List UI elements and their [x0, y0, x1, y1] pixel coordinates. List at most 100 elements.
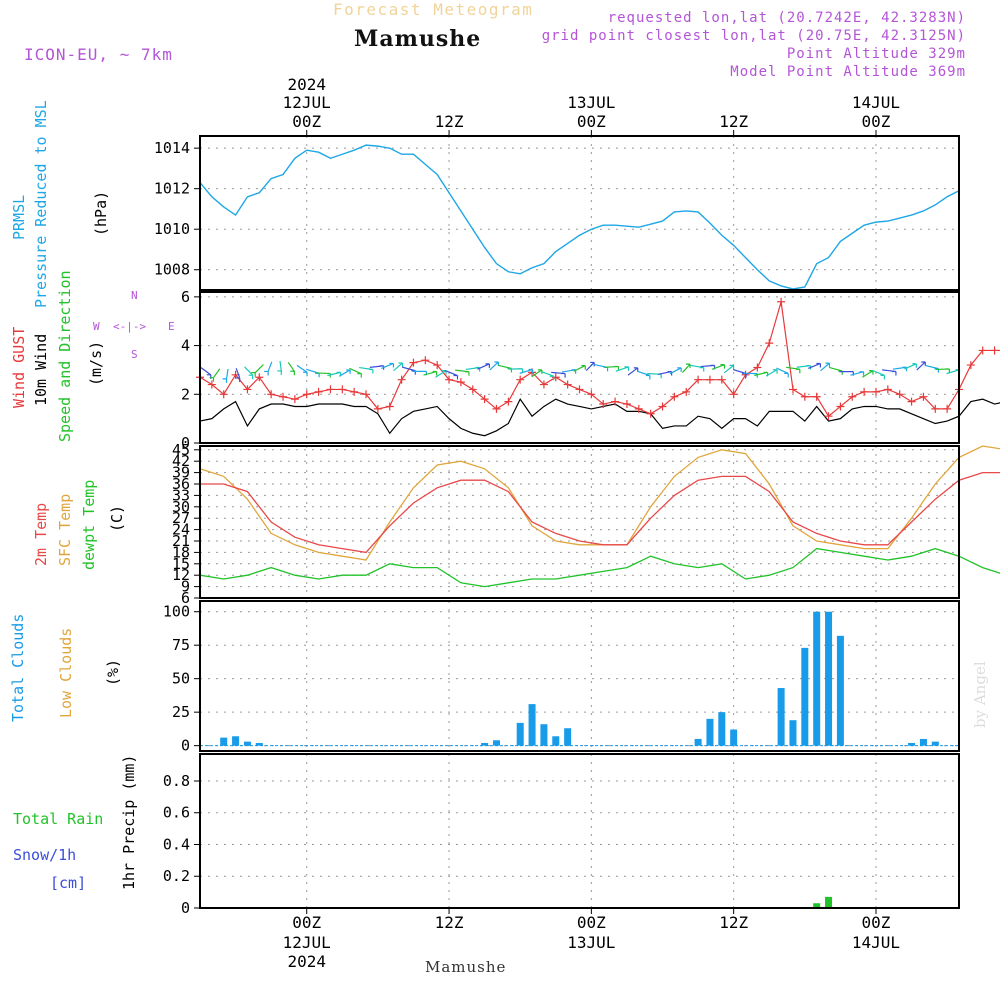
gust-marker — [492, 404, 501, 413]
gust-marker — [255, 373, 264, 382]
wind-arrow — [393, 362, 404, 372]
cloud-bar — [255, 742, 263, 746]
wind-arrow — [723, 364, 735, 374]
y-tick-label: 100 — [163, 603, 190, 621]
gust-marker — [871, 387, 880, 396]
gust-marker — [456, 378, 465, 387]
cloud-bar — [718, 712, 726, 746]
gust-marker — [670, 392, 679, 401]
wind-arrow — [776, 367, 789, 378]
gust-marker — [516, 375, 525, 384]
gust-marker — [397, 375, 406, 384]
wind-arrow — [445, 369, 459, 380]
wind-arrow — [892, 366, 908, 372]
wind-arrow — [682, 363, 691, 373]
wind-arrow — [615, 366, 630, 372]
gust-marker — [563, 380, 572, 389]
gust-marker — [587, 390, 596, 399]
wind-arrow — [359, 366, 374, 374]
x-tick-label-bottom: 12Z — [719, 913, 748, 932]
gust-marker — [658, 402, 667, 411]
cloud-bar — [492, 740, 500, 746]
y-tick-label: 9 — [181, 578, 190, 596]
wind-arrow — [669, 367, 682, 375]
x-tick-label-top: 00Z — [292, 112, 321, 131]
panel-frame — [199, 291, 960, 444]
cloud-bar — [220, 737, 228, 746]
gust-marker — [729, 390, 738, 399]
wind-arrow — [882, 369, 897, 376]
cloud-bar — [706, 718, 714, 746]
wind-arrow — [316, 372, 331, 378]
cloud-bar — [825, 611, 833, 746]
cloud-bar — [516, 722, 524, 746]
wind-arrow — [935, 368, 950, 374]
x-day-label-bottom: 13JUL — [567, 933, 615, 952]
x-tick-label-top: 00Z — [862, 112, 891, 131]
cloud-bar — [232, 736, 240, 746]
wind-arrow — [604, 365, 620, 371]
gust-marker — [551, 373, 560, 382]
chart-title: Mamushe — [354, 26, 482, 52]
wind-arrow — [637, 370, 651, 380]
panel-frame — [199, 445, 960, 599]
footer-location: Mamushe — [425, 958, 507, 976]
wind-arrow — [277, 360, 282, 375]
gust-marker — [445, 375, 454, 384]
wind-arrow — [658, 370, 673, 376]
gridpoint-coords: grid point closest lon,lat (20.75E, 42.3… — [541, 28, 966, 44]
gust-marker — [634, 404, 643, 413]
pressure-line — [199, 144, 960, 290]
x-year-label-top: 2024 — [287, 75, 326, 94]
y-tick-label: 0.4 — [163, 835, 190, 853]
compass-east: E — [168, 320, 175, 333]
gust-marker — [338, 385, 347, 394]
cm-unit: [cm] — [50, 874, 87, 892]
gust-marker — [753, 363, 762, 372]
gust-marker — [694, 375, 703, 384]
gust-marker — [279, 392, 288, 401]
gust-marker — [907, 397, 916, 406]
gust-marker — [622, 400, 631, 409]
gust-marker — [243, 385, 252, 394]
wind-arrow — [209, 368, 221, 382]
gust-marker — [468, 385, 477, 394]
model-label: ICON-EU, ~ 7km — [24, 45, 173, 64]
compass-south: S — [131, 348, 138, 361]
gust-marker — [682, 387, 691, 396]
y-tick-label: 0.6 — [163, 804, 190, 822]
wind-speed-line — [199, 397, 1000, 437]
y-tick-label: 2 — [181, 385, 190, 403]
cloud-bar — [919, 738, 927, 746]
wind-arrow — [296, 364, 308, 377]
wind-arrow — [477, 363, 490, 370]
y-tick-label: 1010 — [154, 220, 190, 238]
wind-arrow — [551, 371, 566, 378]
y-tick-label: 36 — [172, 475, 190, 493]
wind-arrow — [455, 369, 470, 376]
y-tick-label: 0 — [181, 434, 190, 452]
wind-arrow — [916, 361, 926, 371]
compass-west: W — [93, 320, 100, 333]
wind-arrow — [820, 362, 831, 372]
y-tick-label: 1012 — [154, 180, 190, 198]
x-day-label-top: 13JUL — [567, 93, 615, 112]
y-tick-label: 45 — [172, 441, 190, 459]
gust-marker — [883, 385, 892, 394]
wind-arrow — [585, 361, 595, 372]
sfc-temp-line — [199, 445, 1000, 561]
cloud-bar — [540, 724, 548, 746]
wind-arrow — [251, 364, 264, 377]
gust-marker — [362, 390, 371, 399]
gust-marker — [290, 395, 299, 404]
x-day-label-top: 14JUL — [852, 93, 900, 112]
gust-marker — [350, 387, 359, 396]
gust-marker — [860, 387, 869, 396]
x-tick-label-top: 00Z — [577, 112, 606, 131]
gust-marker — [966, 361, 975, 370]
y-tick-label: 0.8 — [163, 772, 190, 790]
wind-arrow — [489, 361, 499, 371]
wind-arrow — [850, 371, 865, 376]
gust-marker — [943, 404, 952, 413]
